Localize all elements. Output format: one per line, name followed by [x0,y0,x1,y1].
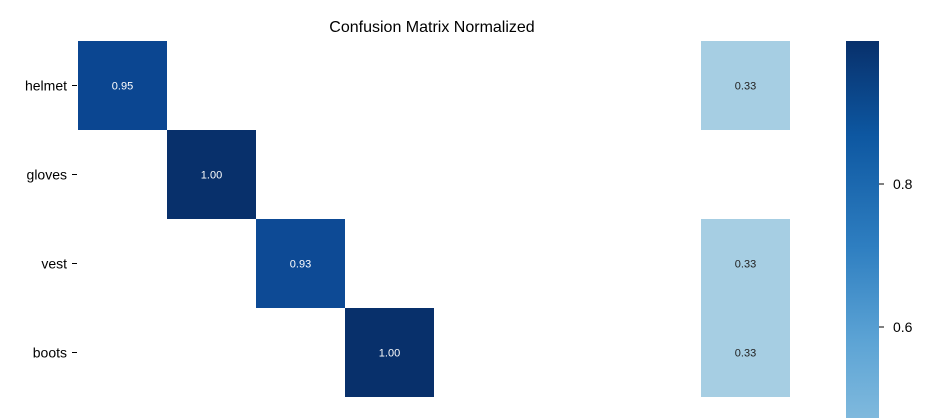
heatmap-cell [701,308,790,397]
cell-value-label: 0.33 [735,81,756,93]
row-label: gloves [27,167,67,183]
colorbar-tick-label: 0.8 [893,176,913,192]
heatmap-cell [78,41,167,130]
chart-title: Confusion Matrix Normalized [329,19,534,36]
row-tick-labels: helmet gloves vest boots [25,78,77,361]
colorbar-gradient [846,41,879,418]
row-label: boots [33,345,67,361]
cell-value-label: 1.00 [379,348,400,360]
heatmap-cells: 0.95 1.00 0.93 1.00 0.33 0.33 0.33 [78,41,790,397]
colorbar-tick-label: 0.6 [893,319,913,335]
heatmap-cell [701,219,790,308]
cell-value-label: 0.33 [735,259,756,271]
heatmap-cell [701,41,790,130]
heatmap-cell [256,219,345,308]
cell-value-label: 0.33 [735,348,756,360]
heatmap-cell [167,130,256,219]
row-label: helmet [25,78,67,94]
cell-value-label: 0.93 [290,259,311,271]
cell-value-label: 0.95 [112,81,133,93]
row-label: vest [41,256,67,272]
heatmap-cell [345,308,434,397]
cell-value-label: 1.00 [201,170,222,182]
colorbar: 0.8 0.6 [846,41,913,418]
